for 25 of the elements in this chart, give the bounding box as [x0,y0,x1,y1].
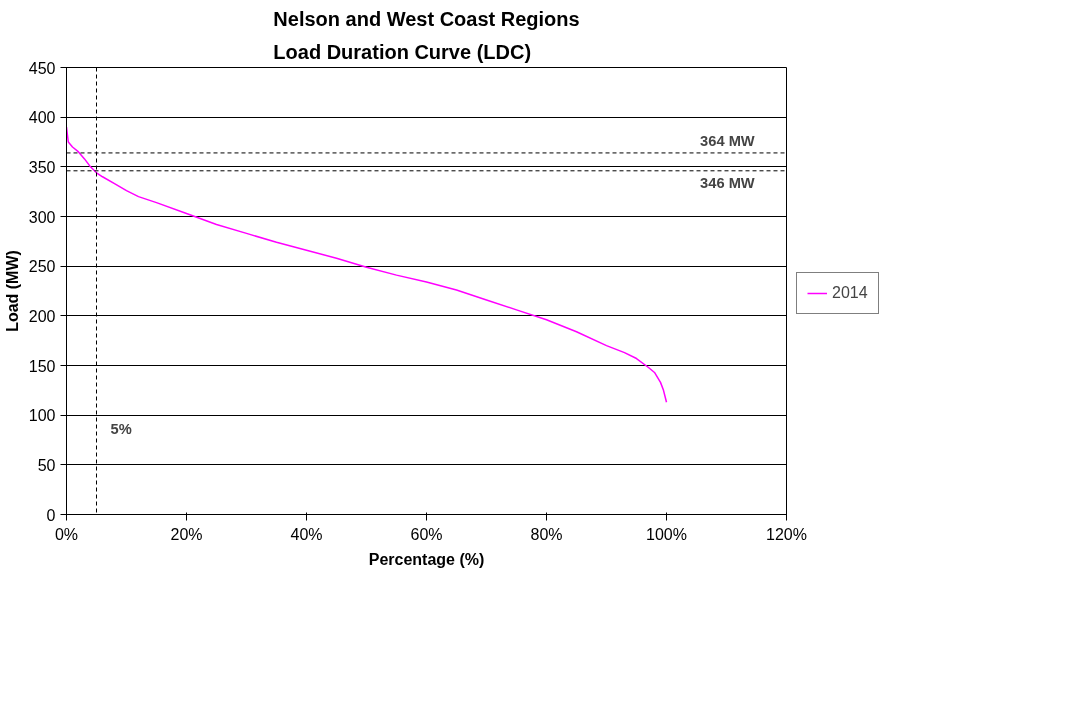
x-tick-label: 20% [170,525,203,543]
x-tick-label: 80% [530,525,563,543]
y-tick-label: 100 [28,407,56,425]
y-tick-label: 300 [28,208,56,226]
chart-title: Nelson and West Coast Regions Load Duration Curve (LDC) [273,7,580,63]
x-axis-title: Percentage (%) [368,550,485,568]
y-tick-label: 200 [28,307,56,325]
y-tick-label: 450 [28,59,56,77]
y-axis-title: Load (MW) [3,250,21,332]
x-tick-label: 0% [54,525,79,543]
x-tick-label: 60% [410,525,443,543]
y-tick-label: 0 [46,506,56,524]
y-tick-label: 50 [37,456,56,474]
legend-label: 2014 [832,284,868,302]
x-tick-label: 100% [646,525,687,543]
ref-line-label: 5% [110,420,132,437]
y-tick-label: 400 [28,109,56,127]
y-tick-label: 350 [28,158,56,176]
ref-line-label: 346 MW [700,174,755,191]
y-tick-label: 250 [28,258,56,276]
ref-line-label: 364 MW [700,132,755,149]
y-tick-label: 150 [28,357,56,375]
x-tick-label: 120% [766,525,807,543]
x-tick-label: 40% [290,525,323,543]
line-series [66,126,668,403]
